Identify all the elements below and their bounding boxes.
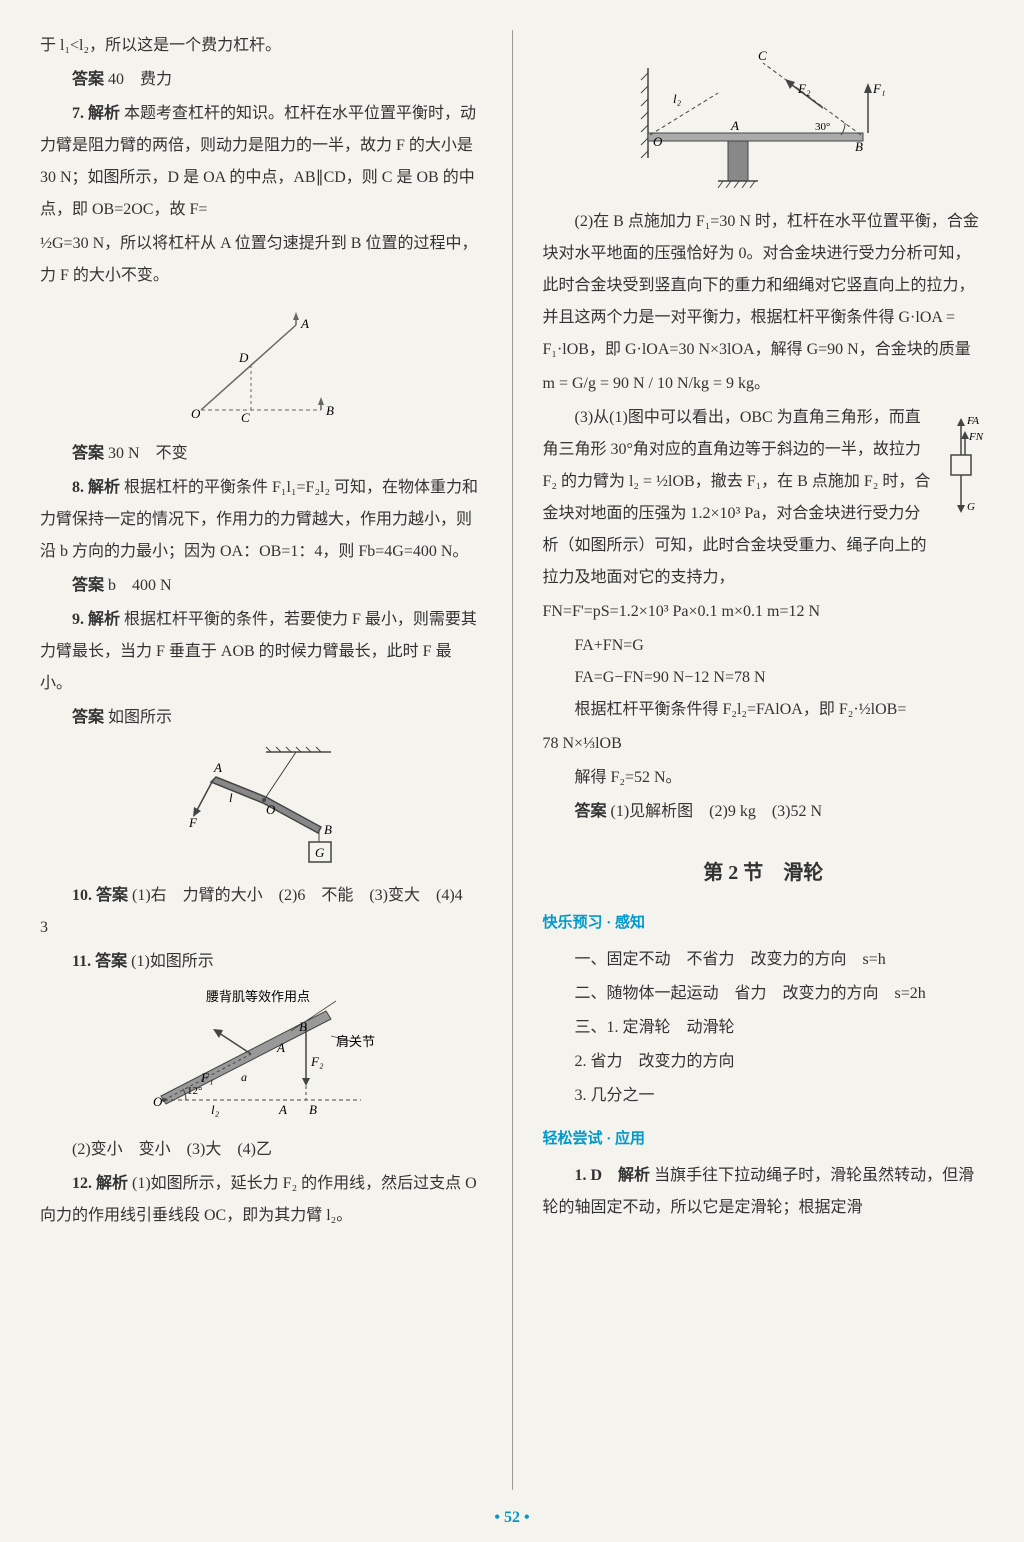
diagram-11: 腰背肌等效作用点 肩关节 O A B B A F₁ F₂ l₂ 12° a [131,986,391,1126]
problem-label: 9. 解析 [72,611,120,628]
fig11-joint: 肩关节 [336,1034,375,1049]
label-G: G [967,501,975,513]
label-A: A [730,118,739,133]
label-B: B [855,139,863,154]
p12-8: 78 N×⅓lOB [543,728,985,760]
s2-3: 三、1. 定滑轮 动滑轮 [543,1012,985,1044]
label-Aup: A [276,1040,285,1055]
p12-9: 解得 F₂=52 N。 [543,762,985,794]
label-O: O [653,134,663,149]
problem-label: 8. 解析 [72,479,120,496]
problem-7-cont: ½G=30 N，所以将杠杆从 A 位置匀速提升到 B 位置的过程中，力 F 的大… [40,228,482,292]
diagram-7: A B C D O [181,300,341,430]
label-angle: 30° [815,121,830,133]
s2-5: 3. 几分之一 [543,1080,985,1112]
answer-10: 10. 答案 (1)右 力臂的大小 (2)6 不能 (3)变大 (4)4 3 [40,880,482,944]
problem-7: 7. 解析 本题考查杠杆的知识。杠杆在水平位置平衡时，动力臂是阻力臂的两倍，则动… [40,98,482,226]
section-2-title: 第 2 节 滑轮 [543,853,985,893]
answer-11: 11. 答案 (1)如图所示 [40,946,482,978]
subsection-preview: 快乐预习 · 感知 [543,908,985,938]
problem-label: 7. 解析 [72,105,120,122]
label-G: G [315,845,325,860]
answer-label: 答案 [72,445,104,462]
problem-label: 12. 解析 [72,1175,128,1192]
label-O: O [266,802,276,817]
label-B: B [326,403,334,418]
label-l2: l₂ [211,1102,220,1117]
problem-label: 11. 答案 [72,953,127,970]
problem-label: 10. 答案 [72,887,128,904]
answer-label: 答案 [72,71,104,88]
fig11-caption: 腰背肌等效作用点 [206,989,310,1004]
subsection-apply: 轻松尝试 · 应用 [543,1124,985,1154]
answer-text: (1)如图所示 [131,953,214,970]
answer-9: 答案 如图所示 [40,702,482,734]
s2-2: 二、随物体一起运动 省力 改变力的方向 s=2h [543,978,985,1010]
label-F: F [188,815,198,830]
answer-11-2: (2)变小 变小 (3)大 (4)乙 [40,1134,482,1166]
label-F1: F₁ [200,1070,213,1085]
problem-8: 8. 解析 根据杠杆的平衡条件 F₁l₁=F₂l₂ 可知，在物体重力和力臂保持一… [40,472,482,568]
label-B: B [309,1102,317,1117]
label-a: a [241,1070,247,1084]
answer-text: b 400 N [108,577,172,594]
answer-6: 答案 40 费力 [40,64,482,96]
label-Bup: B [299,1019,307,1034]
p12-3: (3)从(1)图中可以看出，OBC 为直角三角形，而直角三角形 30°角对应的直… [543,402,985,594]
column-divider [512,30,513,1490]
problem-1d: 1. D 解析 当旗手往下拉动绳子时，滑轮虽然转动，但滑轮的轴固定不动，所以它是… [543,1160,985,1224]
diagram-9: A B F l O G [161,742,361,872]
p12-6: FA=G−FN=90 N−12 N=78 N [543,662,985,694]
answer-label: 答案 [575,803,607,820]
p12-2b: m = G/g = 90 N / 10 N/kg = 9 kg。 [543,368,985,400]
problem-9: 9. 解析 根据杠杆平衡的条件，若要使力 F 最小，则需要其力臂最长，当力 F … [40,604,482,700]
answer-label: 答案 [72,709,104,726]
label-B: B [324,822,332,837]
p12-7: 根据杠杆平衡条件得 F₂l₂=FAlOA，即 F₂·½lOB= [543,694,985,726]
label-A: A [213,760,222,775]
label-D: D [238,350,249,365]
diagram-12: O A B C F₁ F₂ l₂ 30° [623,38,903,198]
p12-5: FA+FN=G [543,630,985,662]
problem-label: 1. D 解析 [575,1167,651,1184]
label-angle: 12° [187,1085,202,1097]
label-O: O [191,406,201,421]
answer-text: 30 N 不变 [108,445,188,462]
p12-4: FN=F'=pS=1.2×10³ Pa×0.1 m×0.1 m=12 N [543,596,985,628]
label-l2: l₂ [673,91,682,106]
answer-8: 答案 b 400 N [40,570,482,602]
label-O: O [153,1094,163,1109]
label-FA: FA [966,415,979,427]
answer-text: 40 费力 [108,71,172,88]
answer-7: 答案 30 N 不变 [40,438,482,470]
p12-2: (2)在 B 点施加力 F₁=30 N 时，杠杆在水平位置平衡，合金块对水平地面… [543,206,985,366]
label-FN: FN [968,431,984,443]
answer-text: (1)见解析图 (2)9 kg (3)52 N [611,803,823,820]
free-body-diagram: FA FN G [939,402,984,528]
label-A: A [278,1102,287,1117]
s2-1: 一、固定不动 不省力 改变力的方向 s=h [543,944,985,976]
right-column: O A B C F₁ F₂ l₂ 30° (2)在 B 点施加力 F₁=30 N… [543,30,985,1490]
paragraph: 于 l₁<l₂，所以这是一个费力杠杆。 [40,30,482,62]
label-F2: F₂ [797,81,811,96]
left-column: 于 l₁<l₂，所以这是一个费力杠杆。 答案 40 费力 7. 解析 本题考查杠… [40,30,482,1490]
page-number-value: 52 [504,1509,520,1526]
answer-text: 如图所示 [108,709,172,726]
answer-label: 答案 [72,577,104,594]
label-C: C [241,410,250,425]
answer-12: 答案 (1)见解析图 (2)9 kg (3)52 N [543,796,985,828]
label-A: A [300,316,309,331]
label-F1: F₁ [872,81,885,96]
problem-12: 12. 解析 (1)如图所示，延长力 F₂ 的作用线，然后过支点 O 向力的作用… [40,1168,482,1232]
label-l: l [229,790,233,805]
label-C: C [758,48,767,63]
two-column-layout: 于 l₁<l₂，所以这是一个费力杠杆。 答案 40 费力 7. 解析 本题考查杠… [40,30,984,1490]
label-F2: F₂ [310,1054,324,1069]
page-number: • 52 • [494,1509,529,1527]
s2-4: 2. 省力 改变力的方向 [543,1046,985,1078]
